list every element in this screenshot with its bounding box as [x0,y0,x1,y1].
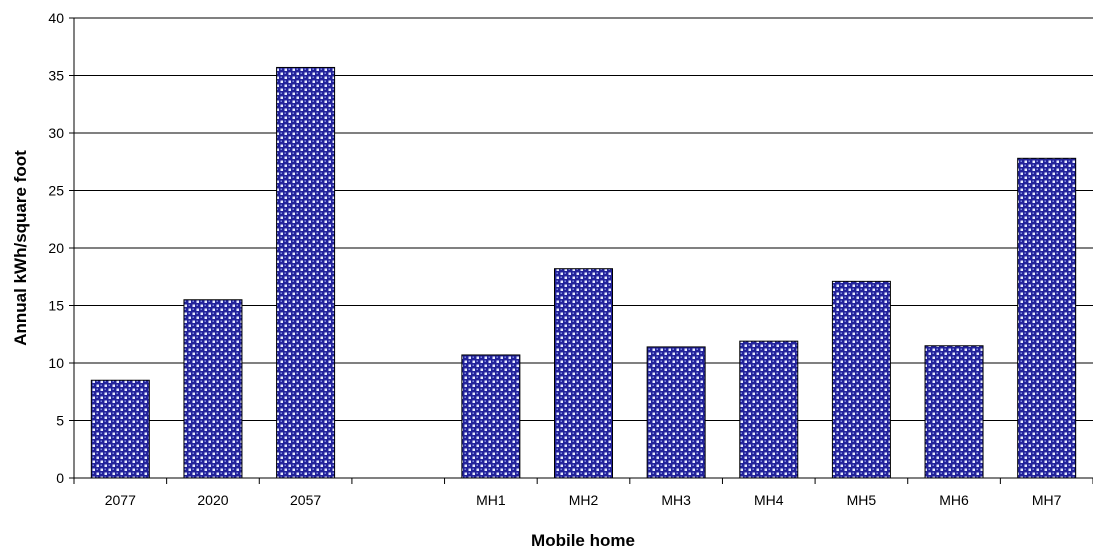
bar-MH2 [554,268,613,479]
x-tick-label: MH5 [847,492,877,508]
tick-labels: 0 5 10 15 20 25 30 35 40 2077 2020 2057 MH1 MH2 MH3 MH4… [48,10,1061,508]
bar-2077 [90,379,150,479]
y-tick-label: 20 [48,240,64,256]
bar-MH4 [739,340,799,479]
y-tick-label: 15 [48,298,64,314]
x-tick-label: MH6 [939,492,969,508]
bar-MH5 [831,280,891,479]
x-tick-label: 2077 [105,492,136,508]
y-tick-label: 25 [48,183,64,199]
x-tick-label: MH3 [661,492,691,508]
x-tick-label: MH2 [569,492,599,508]
bar-MH6 [924,345,984,479]
bars [90,66,1077,479]
y-tick-label: 30 [48,125,64,141]
y-tick-label: 35 [48,68,64,84]
x-tick-label: 2057 [290,492,321,508]
x-tick-label: MH7 [1032,492,1062,508]
bar-2057 [276,66,336,479]
x-tick-label: MH4 [754,492,784,508]
x-tick-label: MH1 [476,492,506,508]
axes [69,17,1093,484]
bar-MH7 [1017,157,1077,479]
y-axis-title: Annual kWh/square foot [11,150,30,346]
bar-2020 [183,299,243,479]
y-tick-label: 10 [48,355,64,371]
y-tick-label: 0 [56,470,64,486]
x-tick-label: 2020 [197,492,228,508]
bar-MH3 [646,346,706,479]
y-tick-label: 40 [48,10,64,26]
y-tick-label: 5 [56,413,64,429]
bar-MH1 [461,354,521,479]
x-axis-title: Mobile home [531,531,635,550]
